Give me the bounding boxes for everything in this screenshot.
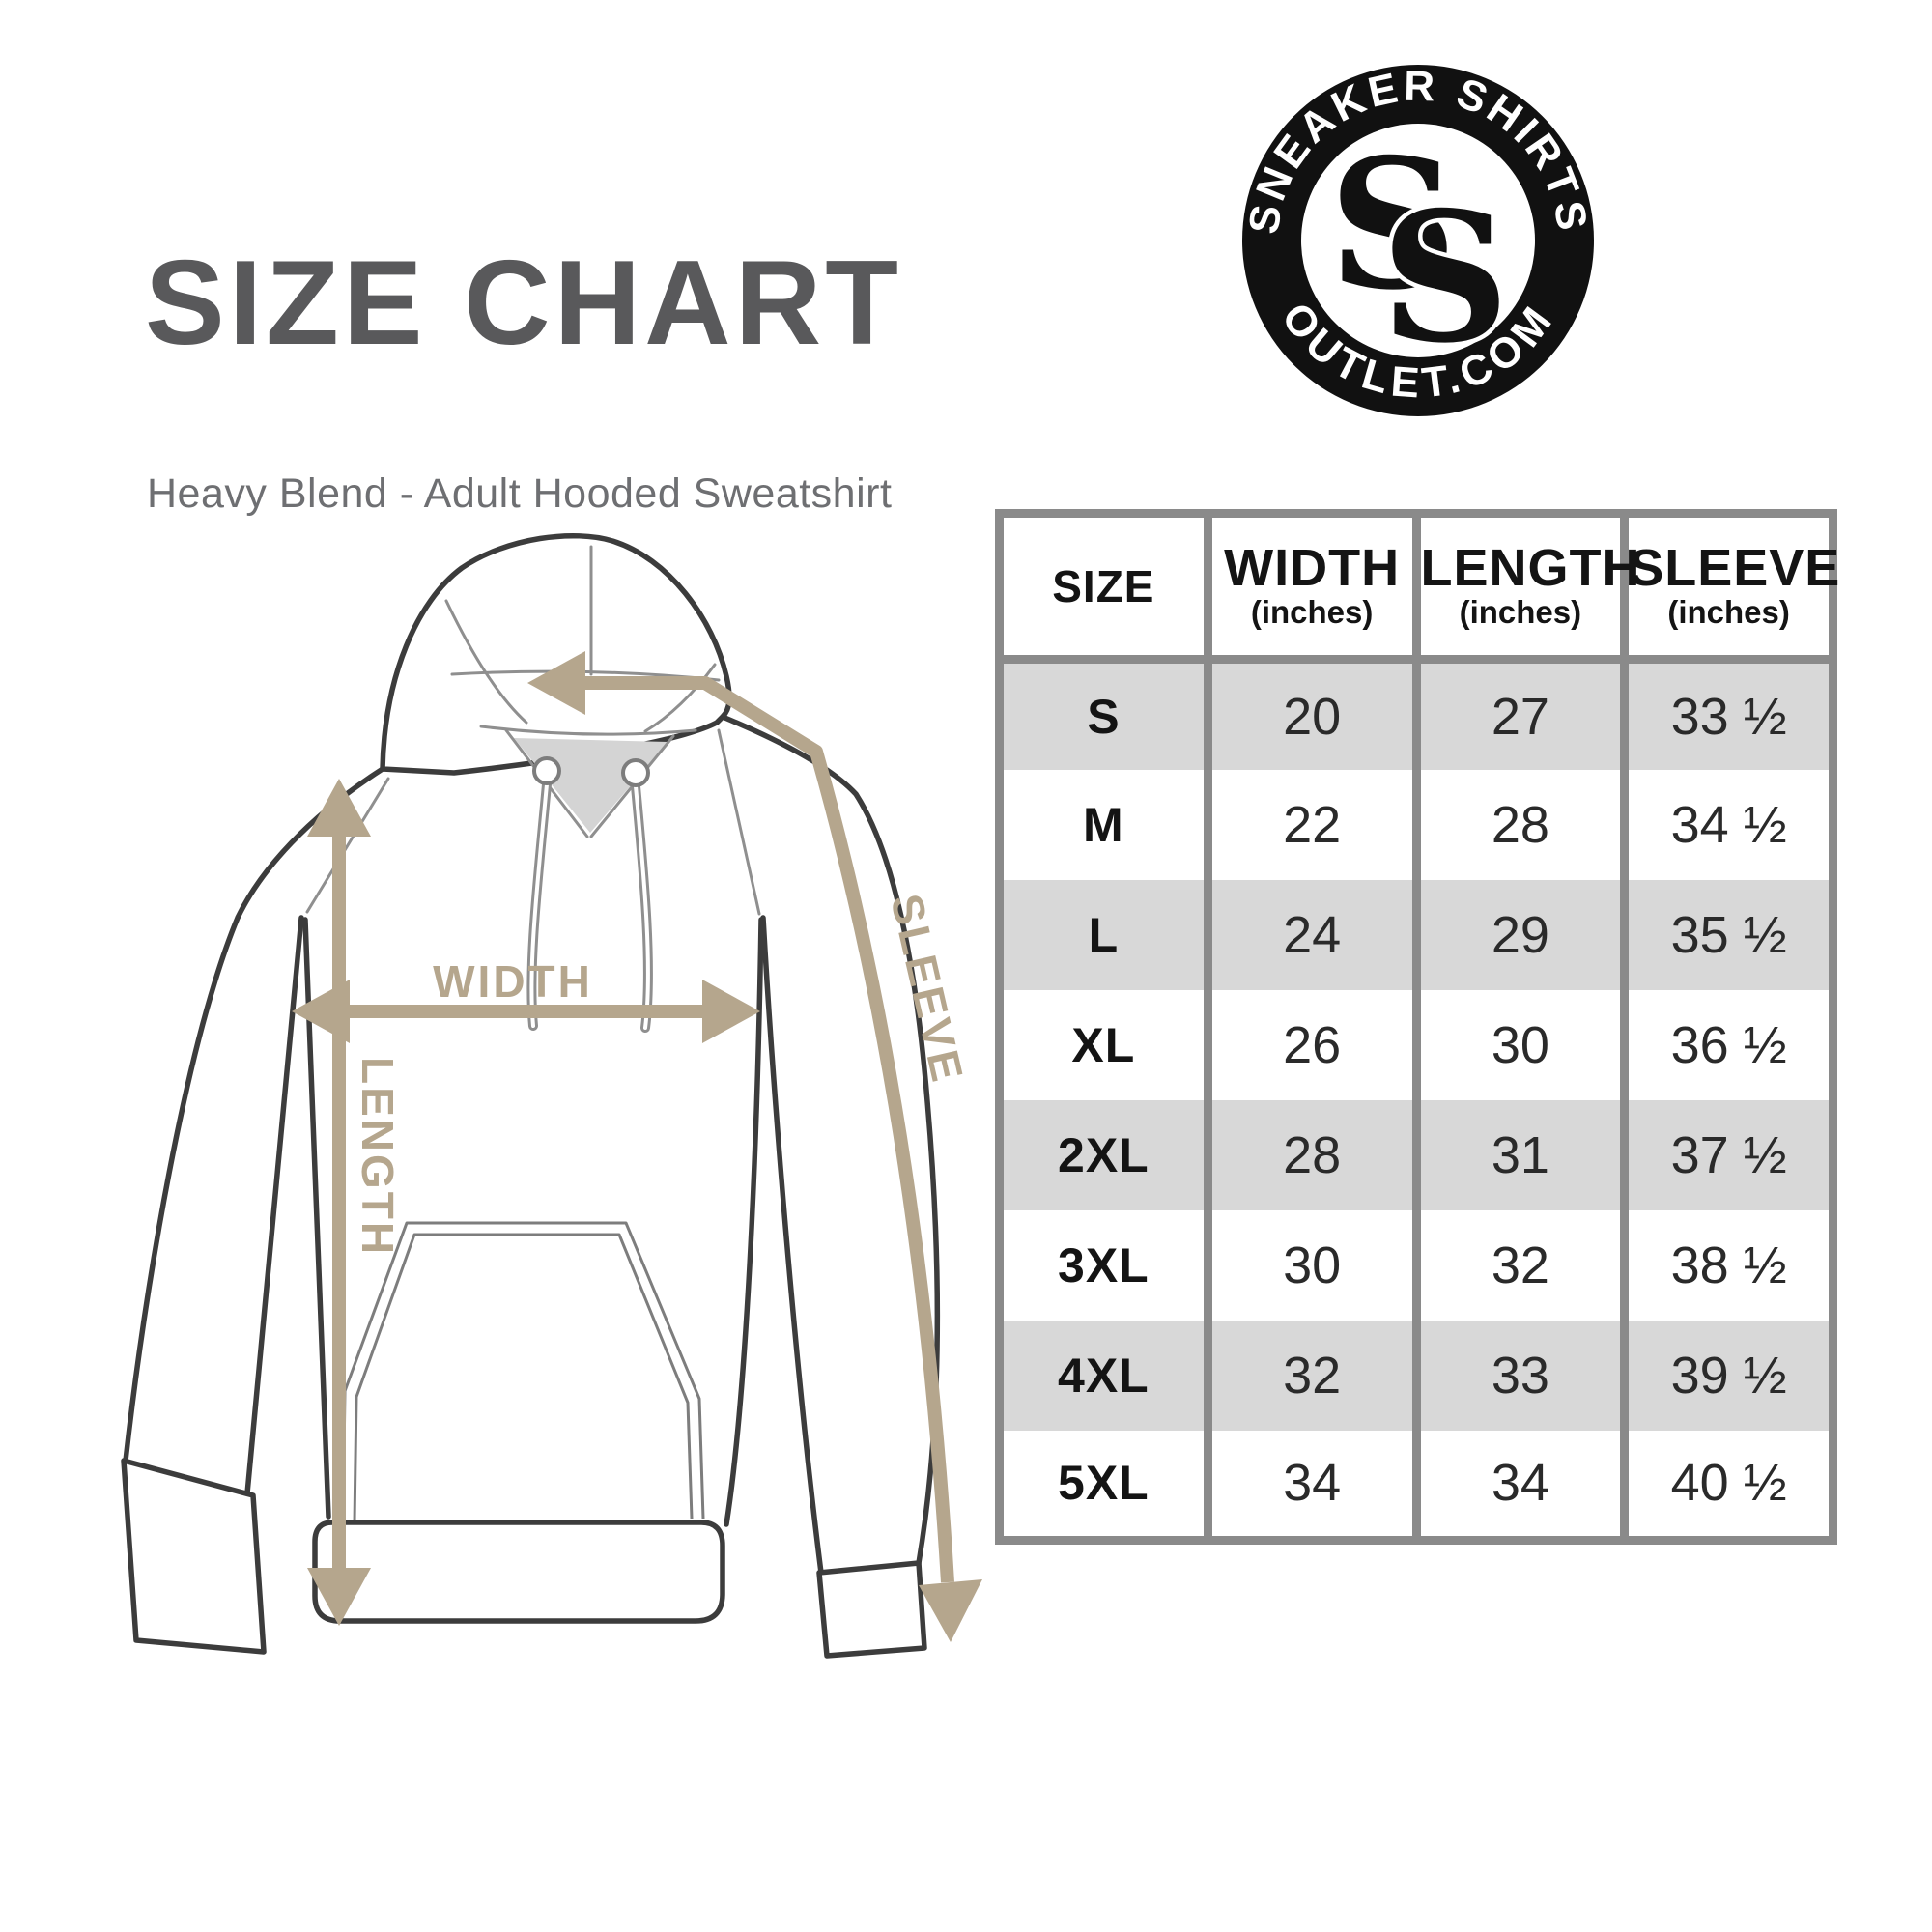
- cell-length: 33: [1411, 1320, 1625, 1431]
- page-title: SIZE CHART: [145, 237, 902, 370]
- cell-size: 4XL: [1058, 1348, 1150, 1403]
- hoodie-illustration: [121, 532, 940, 1659]
- cell-sleeve: 35 ½: [1620, 879, 1833, 990]
- eyelet-right: [621, 758, 650, 787]
- col-header-length: LENGTH (inches): [1411, 513, 1640, 664]
- cell-width: 32: [1203, 1320, 1416, 1431]
- hood-outline: [380, 532, 732, 776]
- cell-sleeve: 36 ½: [1620, 989, 1833, 1100]
- col-header-sleeve: SLEEVE (inches): [1620, 513, 1839, 664]
- svg-text:S: S: [1380, 172, 1510, 383]
- sleeve-arrowhead-neck: [527, 651, 585, 715]
- logo-ss-monogram: S S: [1328, 119, 1514, 387]
- left-cuff: [121, 1458, 267, 1655]
- length-arrow-label: LENGTH: [353, 1057, 403, 1257]
- cell-length: 27: [1411, 659, 1625, 770]
- cell-width: 34: [1203, 1430, 1416, 1541]
- cell-width: 28: [1203, 1099, 1416, 1210]
- cell-length: 29: [1411, 879, 1625, 990]
- cell-length: 31: [1411, 1099, 1625, 1210]
- table-row: S 20 27 33 ½: [999, 659, 1833, 770]
- table-row: 5XL 34 34 40 ½: [1000, 1430, 1833, 1541]
- neck-inset: [514, 738, 668, 833]
- hem-band: [312, 1520, 725, 1624]
- cell-size: M: [1083, 797, 1124, 852]
- right-cuff: [816, 1560, 927, 1659]
- length-arrowhead-top: [307, 779, 371, 837]
- table-row: L 24 29 35 ½: [999, 879, 1833, 990]
- cell-sleeve: 39 ½: [1620, 1320, 1833, 1431]
- table-row: XL 26 30 36 ½: [1000, 989, 1833, 1100]
- cell-width: 30: [1203, 1209, 1416, 1321]
- col-header-width: WIDTH (inches): [1203, 513, 1416, 664]
- svg-text:S: S: [1328, 119, 1458, 329]
- cell-sleeve: 40 ½: [1620, 1430, 1833, 1541]
- cell-size: 3XL: [1058, 1237, 1150, 1293]
- width-arrow-label: WIDTH: [433, 956, 593, 1007]
- length-arrowhead-bottom: [307, 1568, 371, 1626]
- cell-size: 5XL: [1058, 1456, 1150, 1511]
- table-row: 3XL 30 32 38 ½: [1000, 1209, 1833, 1321]
- eyelet-left: [532, 756, 561, 785]
- cell-width: 22: [1203, 769, 1416, 880]
- width-arrowhead-right: [702, 980, 760, 1043]
- measurement-arrows: [332, 676, 954, 1583]
- cell-sleeve: 37 ½: [1620, 1099, 1833, 1210]
- page-subtitle: Heavy Blend - Adult Hooded Sweatshirt: [147, 470, 893, 517]
- cell-length: 28: [1411, 769, 1625, 880]
- table-header-row: SIZE WIDTH (inches) LENGTH (inches) SLEE…: [999, 513, 1839, 664]
- col-header-size: SIZE: [999, 513, 1208, 664]
- sleeve-arrow: [582, 676, 954, 1583]
- table-row: 4XL 32 33 39 ½: [999, 1320, 1833, 1431]
- sleeve-arrowhead-cuff: [919, 1579, 982, 1642]
- cell-sleeve: 33 ½: [1620, 659, 1833, 770]
- sleeve-arrow-label: SLEEVE: [881, 890, 974, 1089]
- cell-length: 32: [1411, 1209, 1625, 1321]
- cell-width: 26: [1203, 989, 1416, 1100]
- cell-width: 24: [1203, 879, 1416, 990]
- cell-length: 30: [1411, 989, 1625, 1100]
- cell-size: 2XL: [1058, 1127, 1150, 1182]
- cell-size: L: [1088, 907, 1120, 962]
- table-row: M 22 28 34 ½: [1000, 769, 1833, 880]
- cell-width: 20: [1203, 659, 1416, 770]
- cell-sleeve: 38 ½: [1620, 1209, 1833, 1321]
- kangaroo-pocket: [341, 1221, 705, 1523]
- logo-inner-circle: [1301, 124, 1535, 357]
- table-row: 2XL 28 31 37 ½: [999, 1099, 1833, 1210]
- left-sleeve: [123, 766, 385, 1463]
- width-arrowhead-left: [292, 980, 350, 1043]
- cell-size: XL: [1071, 1017, 1136, 1072]
- cell-size: S: [1087, 689, 1121, 744]
- size-table: SIZE WIDTH (inches) LENGTH (inches) SLEE…: [995, 509, 1839, 1545]
- cell-sleeve: 34 ½: [1620, 769, 1833, 880]
- cell-length: 34: [1411, 1430, 1625, 1541]
- brand-logo: SNEAKER SHIRTS OUTLET.COM S S: [1240, 63, 1594, 416]
